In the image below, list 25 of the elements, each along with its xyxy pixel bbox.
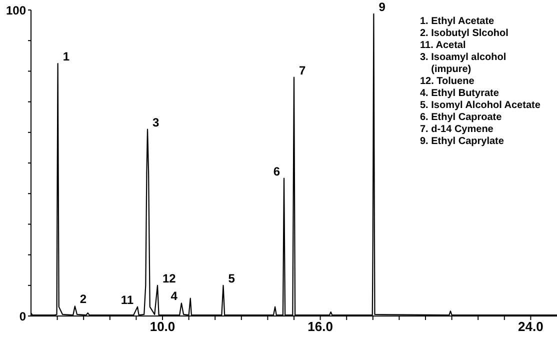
annotation: 4	[170, 289, 178, 304]
x-tick-label: 16.0	[308, 319, 333, 334]
annotation: 1	[62, 50, 70, 64]
annotation: 6	[273, 164, 280, 178]
annotation: 7. d-14 Cymene	[420, 124, 494, 136]
annotation: 12	[162, 271, 176, 286]
y-tick-label: 100	[6, 3, 26, 18]
annotation: 1. Ethyl Acetate	[420, 16, 496, 28]
annotation: 5	[228, 271, 236, 286]
annotation: 5. Isomyl Alcohol Acetate	[420, 100, 540, 112]
annotation: 7	[299, 63, 306, 78]
x-tick-label: 24.0	[518, 319, 544, 334]
x-tick-label: 10.0	[150, 319, 176, 334]
annotation: 11	[120, 292, 134, 307]
annotation: 2	[80, 292, 87, 306]
annotation: 6. Ethyl Caproate	[420, 112, 503, 124]
annotation: 9	[378, 0, 386, 14]
annotation: 9. Ethyl Caprylate	[420, 136, 505, 148]
annotation: 3. Isoamyl alcohol (impure)	[420, 52, 508, 76]
annotation: 11. Acetal	[420, 40, 467, 52]
annotation: 3	[152, 115, 160, 130]
y-tick-label: 0	[19, 309, 26, 324]
annotation: 4. Ethyl Butyrate	[420, 88, 500, 100]
annotation: 2. Isobutyl Slcohol	[420, 28, 510, 40]
annotation: 12. Toluene	[420, 76, 476, 88]
